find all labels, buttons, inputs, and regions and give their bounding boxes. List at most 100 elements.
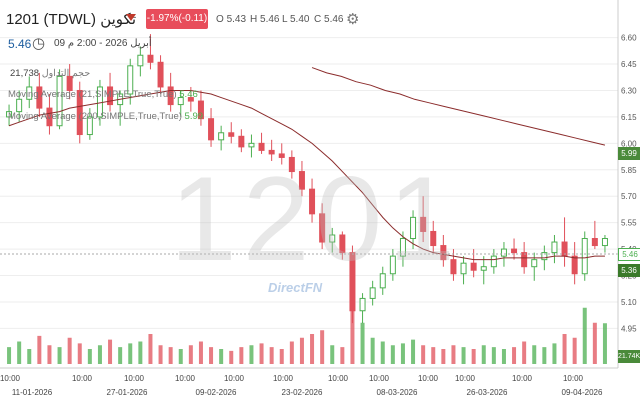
candle-body [571,255,578,275]
time-tick-label: 09-02-2026 [196,388,237,397]
change-badge: -1.97%(-0.11) [146,9,208,29]
candle-body [601,238,608,247]
price-tick-label: 5.10 [621,298,637,307]
volume-bar [481,345,486,364]
price-tick-label: 6.45 [621,60,637,69]
ma21-line [8,89,605,261]
volume-bar [380,341,385,364]
candle-body [319,213,326,243]
candle-body [187,97,194,102]
candle-body [288,156,295,173]
time-tick-label: 23-02-2026 [282,388,323,397]
volume-bar [178,349,183,364]
volume-bar [411,339,416,364]
volume-bar [47,345,52,364]
volume-bar [168,347,173,364]
volume-bar [128,343,133,364]
volume-bar [97,345,102,364]
volume-bar [360,322,365,364]
time-tick-label: 10:00 [455,374,476,383]
volume-bar [512,347,517,364]
candle-body [268,149,275,155]
volume-bar [461,347,466,364]
candle-body [359,297,366,312]
volume-bar [17,341,22,364]
volume-bar [310,334,315,364]
volume-bar [87,349,92,364]
candle-body [147,54,154,63]
candle-body [278,153,285,158]
candle-body [16,98,23,113]
time-axis: 10:00 11-01-2026 10:00 27-01-2026 10:00 10:00… [0,374,603,397]
candle-body [551,241,558,254]
time-tick-label: 10:00 [175,374,196,383]
time-tick-label: 26-03-2026 [467,388,508,397]
volume-bar [219,349,224,364]
candle-body [248,142,255,148]
last-price: 5.46 [8,37,32,51]
volume-bar [158,345,163,364]
volume-bar [7,347,12,364]
candle-body [531,259,538,268]
candle-body [298,171,305,190]
time-tick-label: 10:00 [328,374,349,383]
price-tick-label: 6.15 [621,113,637,122]
candle-body [450,259,457,275]
volume-bar [289,341,294,364]
volume-bar [441,349,446,364]
candle-body [228,132,235,137]
volume-bar [532,345,537,364]
candle-body [76,89,83,136]
volume-bar [67,337,72,364]
ma21-price-label: 5.36 [618,264,640,277]
time-tick-label: 11-01-2026 [12,388,53,397]
volume-bar [209,347,214,364]
low-label: L 5.40 [282,14,310,25]
candle-body [369,287,376,299]
volume-bar [390,345,395,364]
candle-body [6,111,13,118]
volume-bar [279,349,284,364]
watermark: 1201 [170,152,461,286]
candle-body [440,245,447,261]
volume-bar [138,341,143,364]
candles [6,34,608,324]
volume-bar [501,349,506,364]
price-tick-label: 6.30 [621,86,637,95]
candle-body [46,107,53,127]
grid-lines [0,37,618,329]
time-tick-label: 10:00 [124,374,145,383]
time-tick-label: 10:00 [72,374,93,383]
time-tick-label: 10:00 [418,374,439,383]
volume-bar [27,349,32,364]
volume-bar [148,334,153,364]
candle-body [86,116,93,136]
candle-body [329,234,336,243]
datetime-label: 09 أبريل 2026 - 2:00 م [54,38,152,49]
volume-bar [37,335,42,364]
candle-body [490,255,497,268]
volume-price-label: 21.74K [618,350,640,363]
open-label: O 5.43 [216,14,247,25]
volume-bar [188,345,193,364]
volume-bar [229,350,234,364]
time-tick-label: 10:00 [224,374,245,383]
gear-icon[interactable]: ⚙ [346,11,360,28]
candle-body [541,252,548,261]
volume-bar [57,347,62,364]
volume-bar [582,307,587,364]
time-tick-label: 10:00 [369,374,390,383]
price-tick-label: 5.85 [621,166,637,175]
volume-bar [421,345,426,364]
candle-body [581,238,588,275]
price-tick-label: 5.70 [621,192,637,201]
time-tick-label: 09-04-2026 [562,388,603,397]
symbol-title: 1201 (TDWL) تكوين [6,11,137,28]
price-tick-label: 6.00 [621,139,637,148]
candle-body [197,100,204,120]
volume-bar [299,337,304,364]
volume-bar [269,347,274,364]
candle-body [56,75,63,127]
volume-bar [431,347,436,364]
